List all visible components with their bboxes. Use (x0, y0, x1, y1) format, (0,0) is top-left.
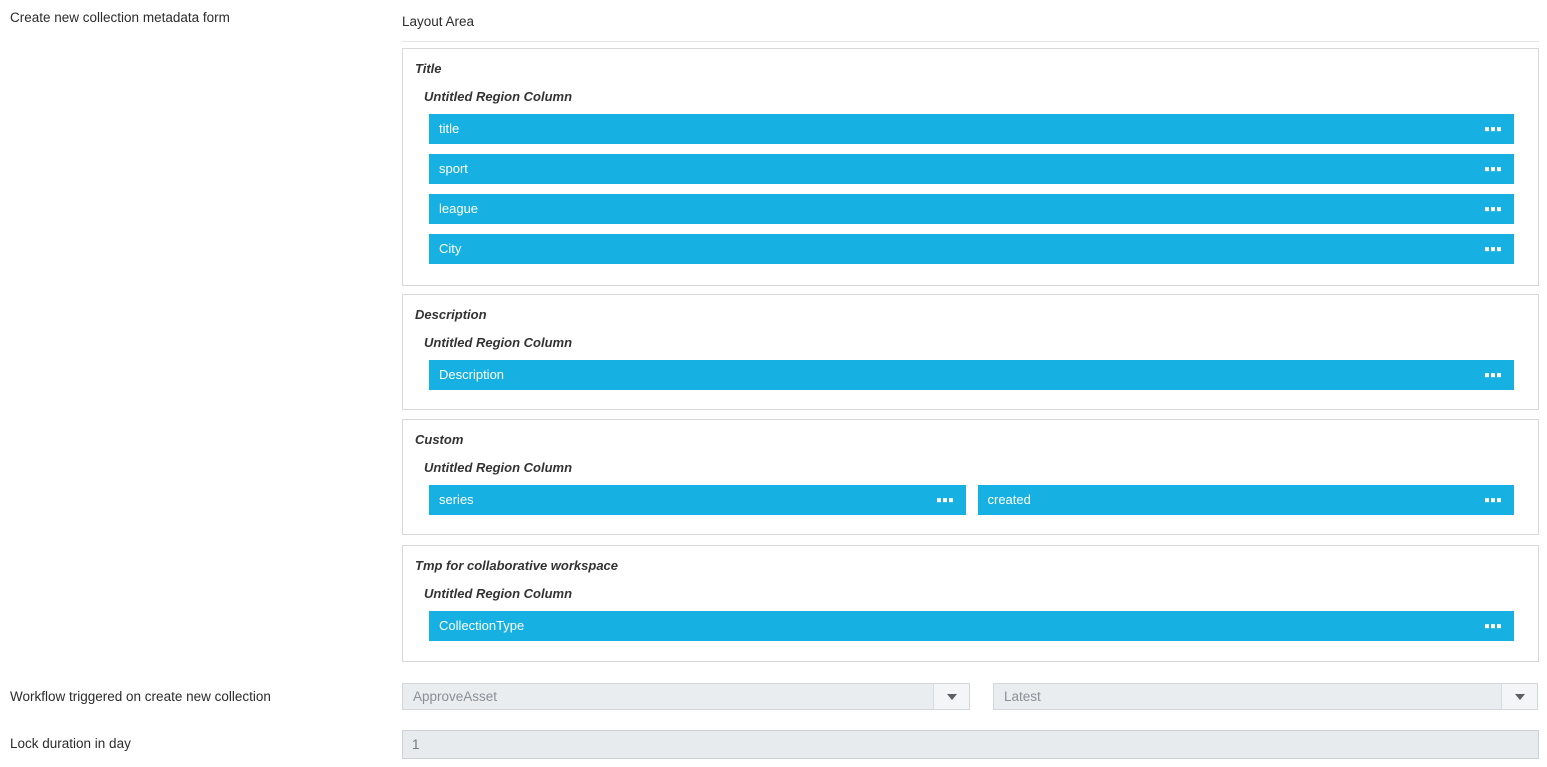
region-label: Untitled Region Column (424, 335, 573, 350)
dropdown-arrow-button[interactable] (1501, 684, 1537, 709)
layout-section: Custom Untitled Region Column series cre… (402, 419, 1539, 535)
lock-duration-input[interactable] (402, 730, 1539, 759)
section-title: Custom (415, 432, 464, 447)
layout-area-label: Layout Area (402, 14, 475, 29)
field-bar[interactable]: series (429, 485, 966, 515)
region-label: Untitled Region Column (424, 89, 573, 104)
chevron-down-icon (946, 693, 957, 700)
section-title: Title (415, 61, 442, 76)
chevron-down-icon (1514, 693, 1525, 700)
field-bar[interactable]: league (429, 194, 1514, 224)
workflow-select-value: ApproveAsset (413, 689, 498, 704)
drag-handle-icon[interactable] (936, 498, 953, 503)
field-bar[interactable]: sport (429, 154, 1514, 184)
region-label: Untitled Region Column (424, 460, 573, 475)
dropdown-arrow-button[interactable] (933, 684, 969, 709)
fields-container: Description (429, 360, 1514, 390)
fields-container: CollectionType (429, 611, 1514, 641)
drag-handle-icon[interactable] (1485, 207, 1501, 212)
field-label: created (987, 492, 1031, 507)
field-label: City (439, 241, 462, 256)
region-label: Untitled Region Column (424, 586, 573, 601)
section-title: Tmp for collaborative workspace (415, 558, 619, 573)
drag-handle-icon[interactable] (1485, 498, 1501, 503)
layout-section: Title Untitled Region Column title sport… (402, 48, 1539, 286)
fields-container: series created (429, 485, 1514, 525)
field-label: Description (439, 367, 505, 382)
field-label: league (439, 201, 479, 216)
drag-handle-icon[interactable] (1485, 624, 1501, 629)
version-select-value: Latest (1004, 689, 1041, 704)
field-bar[interactable]: CollectionType (429, 611, 1514, 641)
field-bar[interactable]: City (429, 234, 1514, 264)
workflow-select[interactable]: ApproveAsset (402, 683, 970, 710)
drag-handle-icon[interactable] (1485, 127, 1501, 132)
drag-handle-icon[interactable] (1485, 167, 1501, 172)
section-title: Description (415, 307, 487, 322)
field-bar[interactable]: title (429, 114, 1514, 144)
workflow-version-select[interactable]: Latest (993, 683, 1538, 710)
drag-handle-icon[interactable] (1485, 373, 1501, 378)
field-label: title (439, 121, 460, 136)
field-label: CollectionType (439, 618, 525, 633)
field-bar[interactable]: Description (429, 360, 1514, 390)
layout-section: Description Untitled Region Column Descr… (402, 294, 1539, 410)
drag-handle-icon[interactable] (1485, 247, 1501, 252)
field-label: sport (439, 161, 468, 176)
workflow-label: Workflow triggered on create new collect… (10, 689, 271, 704)
field-label: series (439, 492, 474, 507)
layout-section: Tmp for collaborative workspace Untitled… (402, 545, 1539, 662)
lock-duration-label: Lock duration in day (10, 736, 131, 751)
layout-area-divider (402, 41, 1539, 42)
form-title-label: Create new collection metadata form (10, 10, 230, 25)
field-bar[interactable]: created (977, 485, 1514, 515)
fields-container: title sport league City (429, 114, 1514, 264)
